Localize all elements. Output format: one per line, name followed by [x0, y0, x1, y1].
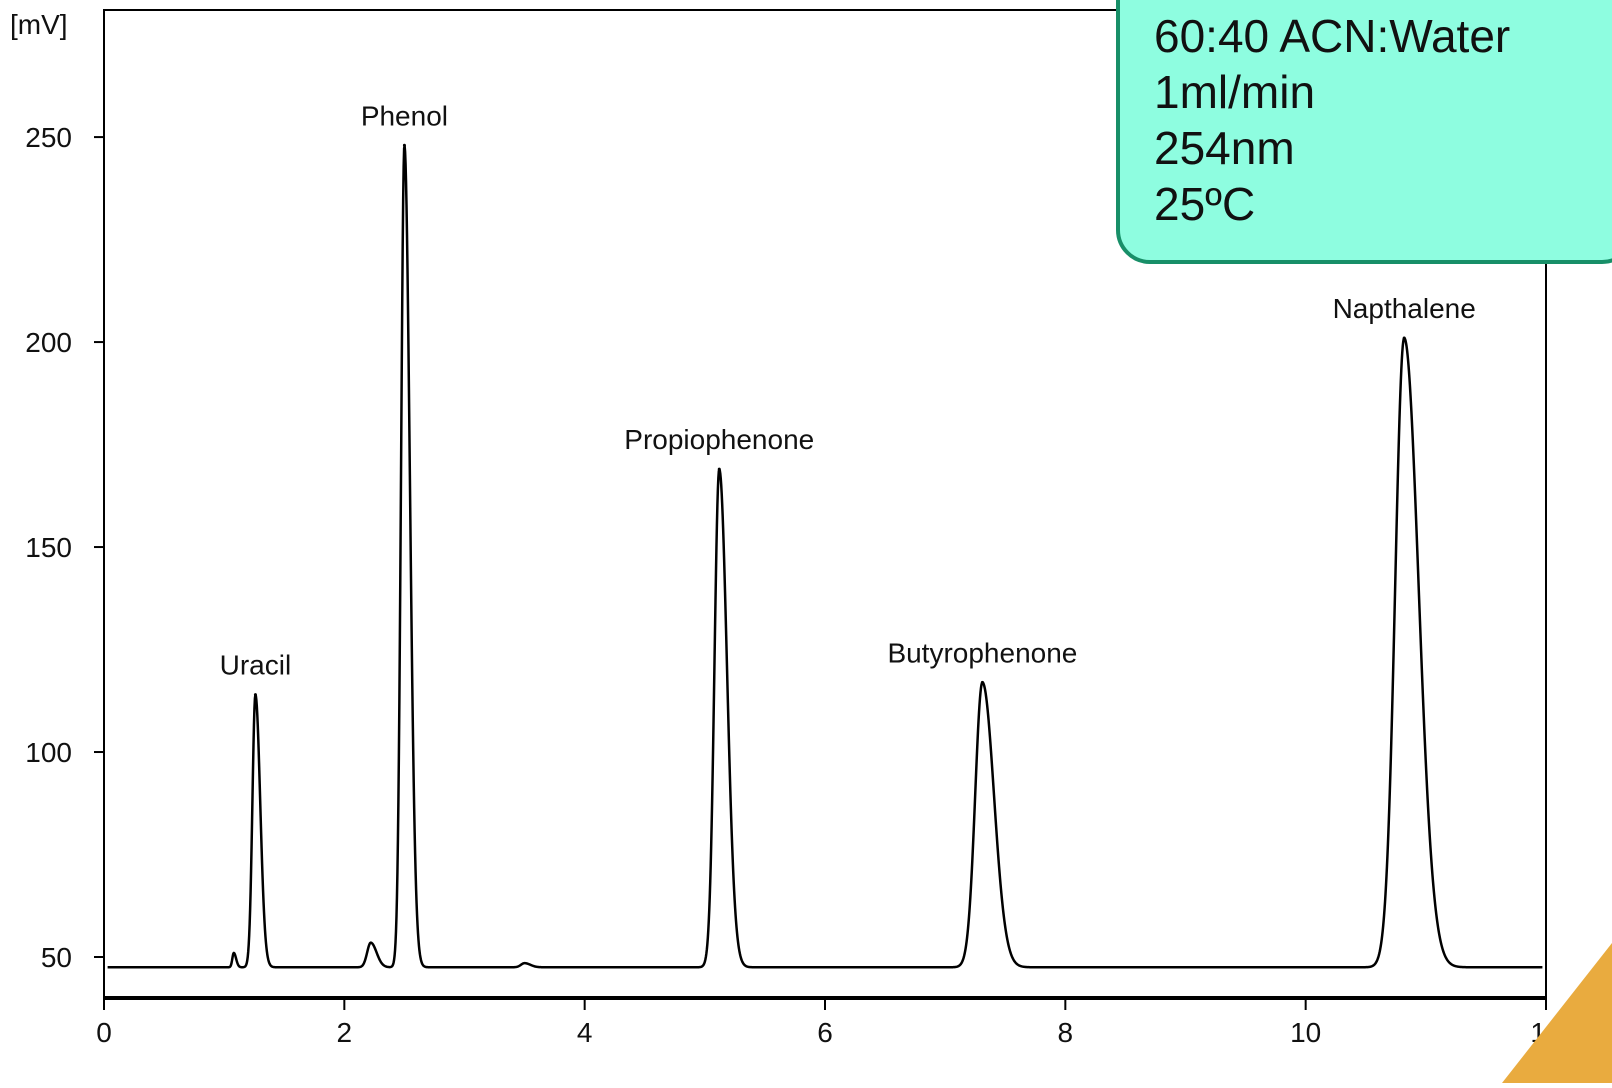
x-tick-label: 10 [1290, 1017, 1321, 1048]
condition-mobile-phase: 60:40 ACN:Water [1154, 10, 1511, 62]
axes: 50100150200250024681012[mV] [10, 9, 1562, 1048]
y-tick-label: 100 [25, 737, 72, 768]
trace-layer [106, 143, 1544, 969]
x-tick-label: 4 [577, 1017, 593, 1048]
x-tick-label: 0 [96, 1017, 112, 1048]
condition-wavelength: 254nm [1154, 122, 1295, 174]
condition-temperature: 25ºC [1154, 178, 1256, 230]
peak-label-uracil: Uracil [220, 650, 292, 681]
y-unit-label: [mV] [10, 9, 68, 40]
x-tick-label: 6 [817, 1017, 833, 1048]
peak-labels: Uracil Phenol Propiophenone Butyrophenone Na… [220, 100, 1476, 680]
run-conditions-box: 60:40 ACN:Water 1ml/min 254nm 25ºC [1116, 0, 1612, 264]
peak-apex-napthalene [1402, 336, 1406, 340]
peak-apex-uracil [253, 693, 257, 697]
peak-label-butyrophenone: Butyrophenone [887, 637, 1077, 668]
peak-label-phenol: Phenol [361, 100, 448, 131]
y-tick-label: 50 [41, 942, 72, 973]
corner-accent-shape [1502, 943, 1612, 1083]
peak-label-napthalene: Napthalene [1333, 293, 1476, 324]
corner-accent-triangle [1502, 943, 1612, 1083]
peak-label-propiophenone: Propiophenone [624, 424, 814, 455]
condition-flow-rate: 1ml/min [1154, 66, 1316, 118]
y-tick-label: 250 [25, 122, 72, 153]
x-tick-label: 2 [337, 1017, 353, 1048]
peak-apex-butyrophenone [980, 680, 984, 684]
y-tick-label: 200 [25, 327, 72, 358]
x-tick-label: 8 [1058, 1017, 1074, 1048]
peak-apex-propiophenone [717, 467, 721, 471]
y-tick-label: 150 [25, 532, 72, 563]
peak-apex-phenol [402, 143, 406, 147]
chromatogram-trace [106, 144, 1544, 969]
